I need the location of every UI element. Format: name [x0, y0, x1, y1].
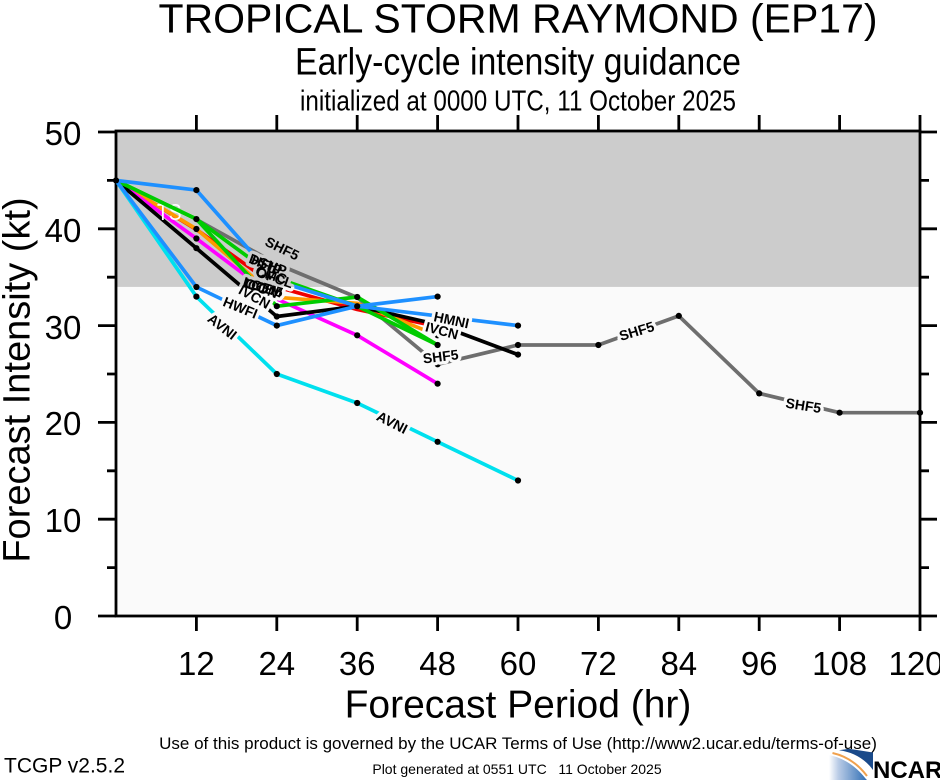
svg-text:36: 36	[339, 645, 376, 682]
svg-text:20: 20	[45, 405, 82, 442]
svg-text:0: 0	[54, 599, 72, 636]
svg-text:60: 60	[500, 645, 537, 682]
svg-text:initialized at 0000 UTC, 11 Oc: initialized at 0000 UTC, 11 October 2025	[300, 86, 736, 118]
svg-text:Use of this product is governe: Use of this product is governed by the U…	[159, 734, 877, 753]
svg-text:NCAR: NCAR	[873, 757, 940, 780]
svg-text:72: 72	[580, 645, 617, 682]
svg-text:40: 40	[45, 212, 82, 249]
svg-text:48: 48	[419, 645, 456, 682]
svg-text:10: 10	[45, 502, 82, 539]
svg-text:120: 120	[888, 645, 940, 682]
svg-text:24: 24	[258, 645, 295, 682]
svg-text:30: 30	[45, 309, 82, 346]
svg-text:Early-cycle intensity guidance: Early-cycle intensity guidance	[295, 42, 741, 84]
svg-text:TCGP v2.5.2: TCGP v2.5.2	[4, 755, 125, 778]
svg-text:Forecast Intensity (kt): Forecast Intensity (kt)	[0, 197, 39, 562]
svg-text:84: 84	[660, 645, 697, 682]
svg-text:Plot generated at 0551 UTC 1: Plot generated at 0551 UTC 11 October 20…	[372, 761, 661, 777]
svg-text:12: 12	[178, 645, 215, 682]
svg-text:Forecast Period (hr): Forecast Period (hr)	[345, 684, 692, 727]
svg-text:50: 50	[45, 115, 82, 152]
svg-text:108: 108	[812, 645, 867, 682]
svg-text:TROPICAL STORM RAYMOND (EP17): TROPICAL STORM RAYMOND (EP17)	[158, 0, 877, 42]
svg-text:96: 96	[741, 645, 778, 682]
